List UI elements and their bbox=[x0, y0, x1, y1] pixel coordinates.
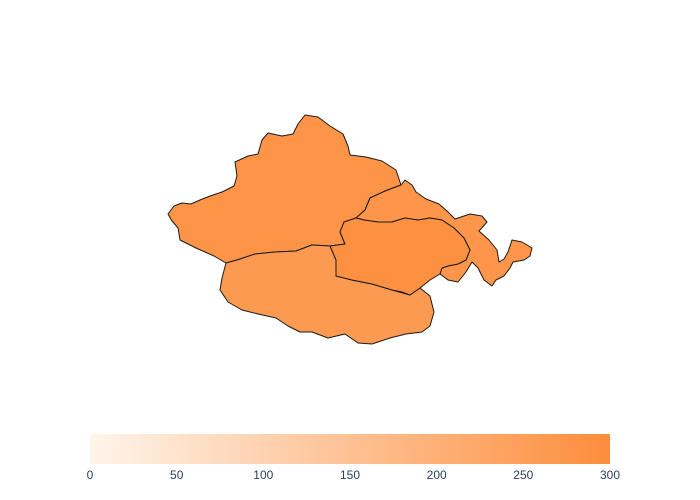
colorbar-gradient bbox=[90, 434, 610, 464]
colorbar-tick-label: 100 bbox=[253, 468, 273, 482]
colorbar-tick-label: 200 bbox=[427, 468, 447, 482]
colorbar-tick-label: 250 bbox=[513, 468, 533, 482]
colorbar-tick-label: 150 bbox=[340, 468, 360, 482]
map-region[interactable] bbox=[329, 217, 471, 296]
colorbar-ticks: 0 50 100 150 200 250 300 bbox=[87, 468, 621, 482]
map-region[interactable] bbox=[219, 244, 435, 345]
colorbar: 0 50 100 150 200 250 300 bbox=[87, 434, 621, 482]
colorbar-tick-label: 50 bbox=[170, 468, 184, 482]
colorbar-tick-label: 300 bbox=[600, 468, 620, 482]
map-regions bbox=[167, 114, 533, 345]
colorbar-tick-label: 0 bbox=[87, 468, 94, 482]
